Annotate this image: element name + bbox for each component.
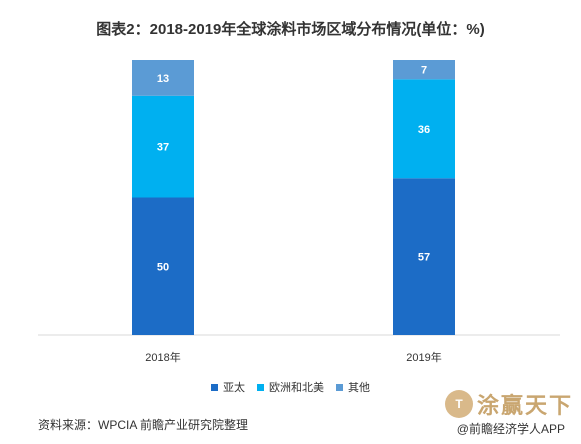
- legend-item-asia-pacific: 亚太: [211, 379, 245, 395]
- x-tick-labels: 2018年 2019年: [145, 350, 441, 364]
- source-note: 资料来源：WPCIA 前瞻产业研究院整理: [38, 418, 249, 432]
- legend-swatch-asia-pacific: [211, 383, 218, 391]
- data-label: 37: [157, 142, 169, 154]
- legend-swatch-europe-north-america: [257, 383, 264, 391]
- legend-label-europe-north-america: 欧洲和北美: [269, 382, 324, 394]
- bar-segment: [393, 178, 455, 335]
- bars-group: 50 37 13 57 36 7: [132, 60, 455, 335]
- bar-segment: [132, 95, 194, 198]
- brand-name: 涂赢天下: [476, 393, 573, 419]
- app-label: @前瞻经济学人APP: [456, 422, 565, 436]
- bar-segment: [132, 60, 194, 96]
- data-label: 57: [418, 252, 430, 264]
- bar-segment: [393, 60, 455, 80]
- bar-segment: [393, 79, 455, 179]
- x-tick-label: 2019年: [406, 350, 441, 364]
- legend-label-asia-pacific: 亚太: [223, 382, 245, 394]
- data-label: 13: [157, 73, 169, 85]
- data-label: 7: [421, 65, 427, 77]
- data-label: 36: [418, 124, 430, 136]
- chart-title: 图表2：2018-2019年全球涂料市场区域分布情况(单位：%): [96, 21, 485, 38]
- legend-label-other: 其他: [348, 382, 370, 394]
- x-tick-label: 2018年: [145, 350, 180, 364]
- brand-emblem-icon: T: [444, 390, 473, 418]
- legend-swatch-other: [336, 383, 343, 391]
- brand-logo: T 涂赢天下: [444, 388, 573, 420]
- legend: 亚太 欧洲和北美 其他: [0, 379, 581, 395]
- legend-item-europe-north-america: 欧洲和北美: [257, 379, 324, 395]
- bar-segment: [132, 197, 194, 335]
- data-label: 50: [157, 261, 169, 273]
- legend-item-other: 其他: [336, 379, 370, 395]
